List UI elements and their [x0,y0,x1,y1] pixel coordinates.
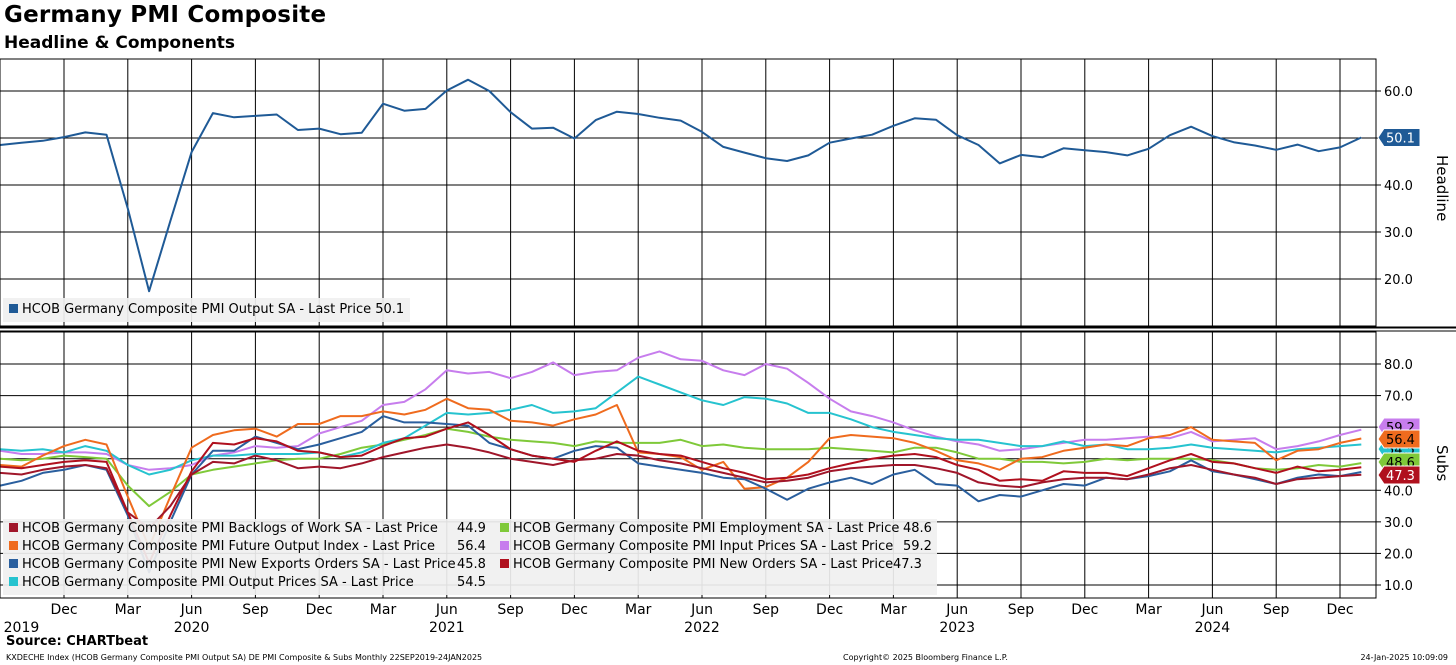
x-tick-label: Sep [753,602,780,618]
chart-subtitle: Headline & Components [4,33,236,53]
x-tick-label: Dec [306,602,333,618]
subs-last-tag-new_orders [1377,465,1421,485]
series-line-new_orders [0,421,1362,564]
x-tick-label: Mar [370,602,397,618]
subs-last-tag-future_output-text: 56.4 [1386,433,1415,448]
legend-swatch [500,541,509,550]
x-year-label: 2024 [1195,620,1231,636]
x-tick-label: Mar [1135,602,1162,618]
legend-item-headline: HCOB Germany Composite PMI Output SA - L… [9,301,404,319]
x-tick-label: Mar [625,602,652,618]
legend-last-value: 48.6 [903,521,932,536]
legend-item-input_prices: HCOB Germany Composite PMI Input Prices … [500,538,932,556]
x-tick-label: Jun [1200,602,1223,618]
legend-item-new_orders: HCOB Germany Composite PMI New Orders SA… [500,556,922,574]
x-tick-label: Dec [1071,602,1098,618]
source-note: Source: CHARTbeat [6,634,149,649]
subs-legend: HCOB Germany Composite PMI Backlogs of W… [3,519,937,595]
legend-label: HCOB Germany Composite PMI New Orders SA… [513,557,894,572]
legend-label: HCOB Germany Composite PMI New Exports O… [22,557,456,572]
headline-axis-label: Headline [1433,155,1451,221]
legend-item-employment: HCOB Germany Composite PMI Employment SA… [500,520,932,538]
subs-panel-frame [0,331,1377,599]
x-year-label: 2020 [174,620,210,636]
y-tick-label: 80.0 [1384,358,1413,373]
grid-lines [0,59,1376,598]
x-tick-label: Jun [945,602,968,618]
legend-item-output_prices: HCOB Germany Composite PMI Output Prices… [9,574,486,592]
legend-last-value: 59.2 [903,539,932,554]
legend-label: HCOB Germany Composite PMI Backlogs of W… [22,521,438,536]
y-tick-label: 10.0 [1384,579,1413,594]
y-tick-label: 20.0 [1384,547,1413,562]
legend-last-value: 44.9 [457,521,486,536]
y-tick-label: 70.0 [1384,390,1413,405]
legend-item-new_exports: HCOB Germany Composite PMI New Exports O… [9,556,486,574]
x-tick-label: Dec [50,602,77,618]
x-tick-label: Dec [816,602,843,618]
legend-swatch [9,577,18,586]
x-tick-label: Dec [561,602,588,618]
legend-swatch [500,523,509,532]
legend-item-future_output: HCOB Germany Composite PMI Future Output… [9,538,486,556]
legend-swatch [9,304,18,313]
legend-item-backlogs: HCOB Germany Composite PMI Backlogs of W… [9,520,486,538]
series-line-employment [0,427,1362,508]
y-tick-label: 20.0 [1384,273,1413,288]
series-line-input_prices [0,350,1362,471]
footer-index-info: KXDECHE Index (HCOB Germany Composite PM… [6,653,483,662]
legend-label: HCOB Germany Composite PMI Output SA - L… [22,302,405,317]
series-line-backlogs [0,443,1362,530]
y-tick-label: 40.0 [1384,179,1413,194]
legend-swatch [500,559,509,568]
subs-axis-label: Subs [1433,445,1451,482]
footer-timestamp: 24-Jan-2025 10:09:09 [1360,653,1448,662]
x-tick-label: Sep [497,602,524,618]
headline-last-tag [1377,128,1421,148]
subs-last-tag-future_output [1377,429,1421,449]
y-tick-label: 30.0 [1384,516,1413,531]
legend-label: HCOB Germany Composite PMI Future Output… [22,539,436,554]
chart-title: Germany PMI Composite [4,2,327,28]
x-tick-label: Sep [1008,602,1035,618]
legend-last-value: 54.5 [457,575,486,590]
x-tick-label: Mar [115,602,142,618]
x-tick-label: Jun [435,602,458,618]
x-year-label: 2023 [939,620,975,636]
legend-last-value: 45.8 [457,557,486,572]
footer-copyright: Copyright© 2025 Bloomberg Finance L.P. [843,653,1008,662]
series-lines [0,78,1362,574]
series-line-headline [0,78,1362,293]
legend-swatch [9,541,18,550]
series-line-output_prices [0,375,1362,476]
headline-legend: HCOB Germany Composite PMI Output SA - L… [3,298,410,322]
headline-last-tag-text: 50.1 [1386,132,1415,147]
x-tick-label: Jun [180,602,203,618]
x-year-label: 2021 [429,620,465,636]
x-tick-label: Mar [880,602,907,618]
x-tick-label: Jun [690,602,713,618]
legend-label: HCOB Germany Composite PMI Output Prices… [22,575,414,590]
headline-panel-frame [0,58,1377,327]
legend-swatch [9,559,18,568]
x-tick-label: Sep [242,602,269,618]
axes: 20.030.040.050.060.010.020.030.040.050.0… [0,58,1456,636]
legend-swatch [9,523,18,532]
x-tick-label: Sep [1263,602,1290,618]
legend-label: HCOB Germany Composite PMI Employment SA… [513,521,900,536]
y-tick-label: 40.0 [1384,484,1413,499]
series-line-future_output [0,397,1362,549]
y-tick-label: 60.0 [1384,85,1413,100]
y-tick-label: 30.0 [1384,226,1413,241]
x-tick-label: Dec [1326,602,1353,618]
subs-last-tag-new_orders-text: 47.3 [1386,469,1415,484]
x-year-label: 2022 [684,620,720,636]
legend-last-value: 56.4 [457,539,486,554]
x-year-label: 2019 [4,620,40,636]
legend-last-value: 47.3 [893,557,922,572]
legend-label: HCOB Germany Composite PMI Input Prices … [513,539,894,554]
